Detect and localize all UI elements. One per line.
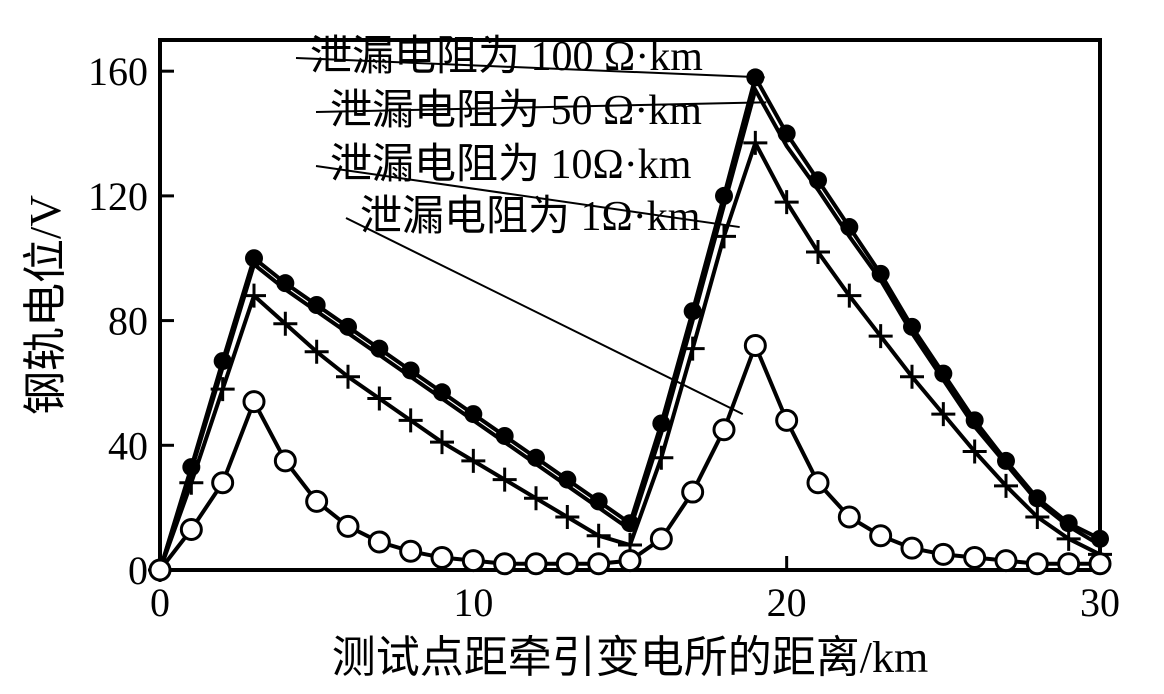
y-tick-label: 160 [88,49,148,94]
marker-open-circle [839,507,859,527]
marker-open-circle [683,482,703,502]
marker-open-circle [369,532,389,552]
marker-plus [555,505,579,529]
x-tick-label: 0 [150,580,170,625]
marker-open-circle [1059,554,1079,574]
chart-container: 0 10 20 30 0 40 80 120 160 测试点距牵引变电所的距离/km 钢轨电位/V 泄… [0,0,1164,694]
marker-open-circle [589,554,609,574]
marker-open-circle [1027,554,1047,574]
marker-open-circle [933,544,953,564]
marker-open-circle [338,516,358,536]
callout-label: 泄漏电阻为 10Ω·km [330,142,692,188]
marker-plus [743,131,767,155]
y-axis-label: 钢轨电位/V [21,195,70,415]
marker-plus [461,449,485,473]
marker-open-circle [777,410,797,430]
marker-open-circle [463,551,483,571]
marker-open-circle [965,548,985,568]
marker-open-circle [495,554,515,574]
y-tick-label: 80 [108,299,148,344]
marker-open-circle [150,560,170,580]
marker-open-circle [651,529,671,549]
marker-open-circle [244,392,264,412]
marker-plus [493,468,517,492]
marker-open-circle [307,491,327,511]
x-axis-label: 测试点距牵引变电所的距离/km [332,633,928,682]
marker-open-circle [432,548,452,568]
marker-open-circle [557,554,577,574]
marker-open-circle [275,451,295,471]
callout-leader [346,218,743,414]
marker-open-circle [526,554,546,574]
x-tick-label: 10 [453,580,493,625]
y-tick-label: 120 [88,174,148,219]
marker-plus [524,486,548,510]
marker-open-circle [745,336,765,356]
marker-plus [367,387,391,411]
marker-plus [399,408,423,432]
y-tick-label: 40 [108,423,148,468]
marker-open-circle [181,519,201,539]
marker-open-circle [401,541,421,561]
marker-open-circle [714,420,734,440]
marker-plus [587,524,611,548]
marker-plus [775,190,799,214]
y-tick-label: 0 [128,548,148,593]
marker-open-circle [996,551,1016,571]
marker-open-circle [871,526,891,546]
marker-plus [430,430,454,454]
x-tick-label: 20 [767,580,807,625]
x-tick-label: 30 [1080,580,1120,625]
callout-label: 泄漏电阻为 1Ω·km [360,194,701,240]
marker-open-circle [620,551,640,571]
chart-svg: 0 10 20 30 0 40 80 120 160 测试点距牵引变电所的距离/km 钢轨电位/V 泄… [0,0,1164,694]
marker-open-circle [1090,554,1110,574]
marker-open-circle [902,538,922,558]
marker-open-circle [808,473,828,493]
marker-open-circle [213,473,233,493]
